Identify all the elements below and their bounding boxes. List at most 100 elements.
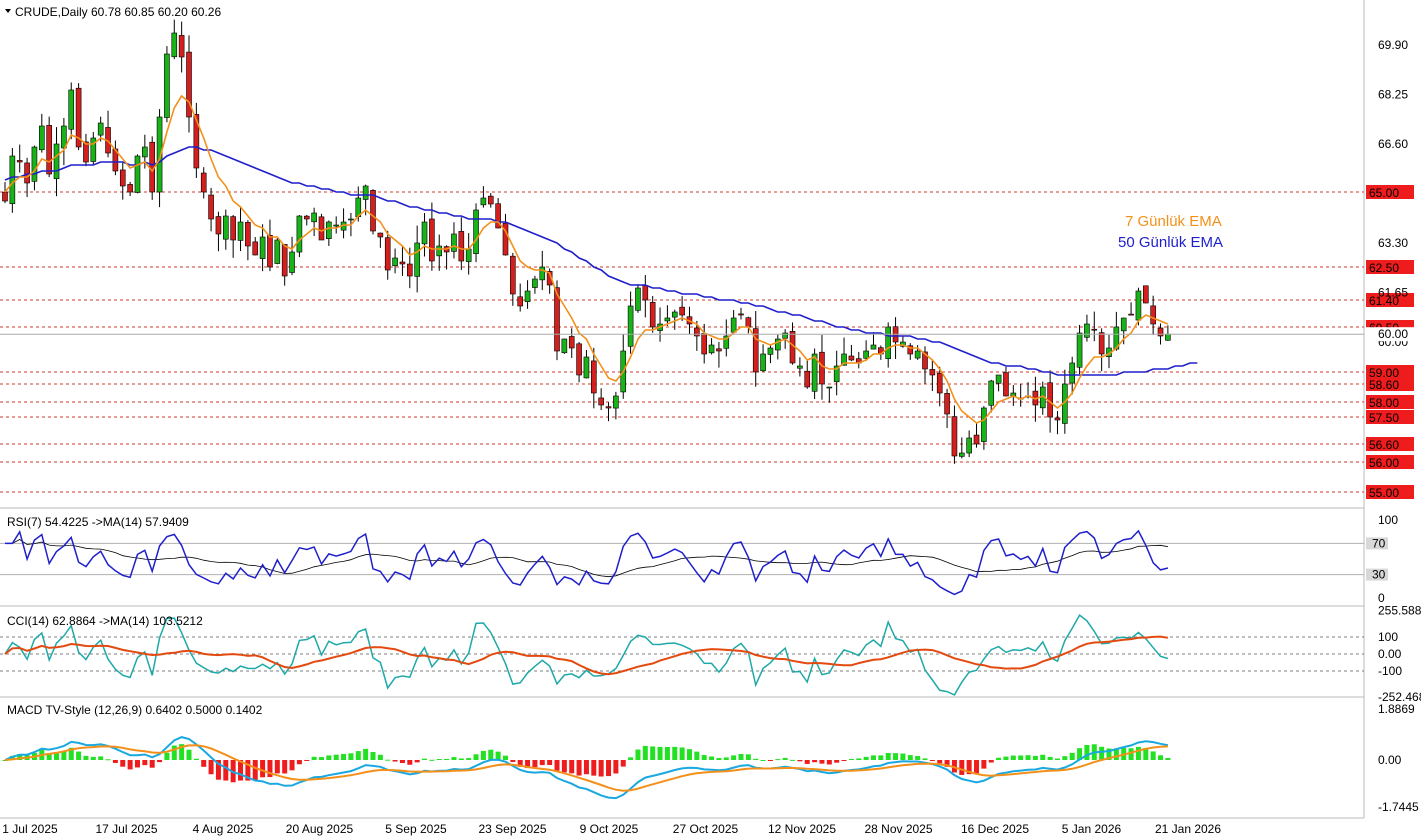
macd-hist-bar-pos — [318, 757, 324, 760]
bear-candle — [193, 114, 200, 169]
bull-candle — [966, 437, 972, 454]
bear-candle — [694, 327, 700, 337]
macd-hist-bar-pos — [650, 746, 656, 760]
time-tick-label: 5 Sep 2025 — [385, 822, 447, 836]
bull-candle — [532, 278, 538, 288]
macd-hist-bar-neg — [834, 760, 840, 763]
level-label-bg — [1366, 485, 1414, 499]
macd-hist-bar-neg — [134, 760, 140, 768]
macd-hist-bar-pos — [1165, 757, 1171, 760]
macd-hist-bar-pos — [458, 758, 464, 760]
macd-hist-bar-pos — [193, 758, 199, 760]
macd-hist-bar-pos — [54, 752, 60, 760]
macd-hist-bar-pos — [863, 756, 869, 760]
price-axis: 65.0062.5061.4060.5059.0058.6058.0057.50… — [1366, 38, 1414, 500]
bear-candle — [502, 222, 509, 256]
bear-candle — [186, 51, 192, 118]
macd-hist-bar-neg — [289, 760, 295, 771]
bull-candle — [90, 137, 97, 162]
bull-candle — [708, 344, 715, 354]
bull-candle — [664, 317, 671, 322]
bull-candle — [473, 209, 479, 255]
level-label-bg — [1366, 293, 1414, 307]
rsi-tick-label: 70 — [1372, 536, 1386, 550]
macd-hist-bar-pos — [657, 746, 663, 760]
bull-candle — [885, 326, 892, 359]
bear-candle — [1091, 328, 1098, 331]
rsi-level-label-bg — [1366, 537, 1388, 550]
macd-hist-bar-neg — [238, 760, 244, 781]
level-label: 65.00 — [1369, 186, 1399, 200]
macd-hist-bar-neg — [981, 760, 987, 769]
macd-hist-bar-pos — [355, 751, 361, 760]
bear-candle — [1003, 372, 1009, 397]
collapse-triangle-icon[interactable] — [5, 9, 11, 13]
macd-hist-bar-pos — [341, 753, 347, 760]
macd-hist-bar-pos — [701, 755, 707, 760]
bear-candle — [1143, 285, 1149, 304]
macd-hist-bar-neg — [539, 760, 545, 766]
bull-candle — [31, 146, 38, 182]
macd-panel[interactable]: 1.8869 0.00 -1.7445 — [2, 702, 1420, 814]
macd-hist-bar-pos — [1054, 758, 1060, 760]
rsi-tick-label: 0 — [1378, 591, 1385, 605]
symbol-header: CRUDE,Daily 60.78 60.85 60.20 60.26 — [15, 5, 221, 19]
macd-hist-bar-neg — [819, 760, 825, 764]
bull-candle — [348, 218, 354, 221]
candlestick-series[interactable] — [2, 19, 1171, 464]
bull-candle — [870, 344, 877, 350]
bull-candle — [237, 221, 244, 241]
macd-hist-bar-pos — [444, 758, 450, 760]
macd-hist-bar-pos — [642, 745, 648, 760]
macd-hist-bar-pos — [76, 751, 82, 760]
bull-candle — [797, 365, 803, 369]
macd-hist-bar-pos — [922, 758, 928, 760]
macd-hist-bar-pos — [480, 750, 486, 760]
macd-hist-bar-pos — [1113, 748, 1119, 760]
macd-hist-bar-neg — [591, 760, 597, 776]
macd-hist-bar-neg — [112, 760, 118, 763]
macd-hist-bar-pos — [723, 757, 729, 760]
rsi-panel[interactable]: 100 70 30 0 — [0, 513, 1398, 605]
bull-candle — [774, 338, 781, 351]
macd-hist-bar-pos — [664, 746, 670, 760]
macd-hist-bar-pos — [1135, 746, 1141, 760]
macd-hist-bar-pos — [1158, 755, 1164, 760]
macd-hist-bar-neg — [157, 760, 163, 763]
time-tick-label: 12 Nov 2025 — [768, 822, 836, 836]
ema7-line — [4, 94, 1169, 424]
bear-candle — [303, 215, 310, 220]
bull-candle — [1069, 362, 1075, 384]
bull-candle — [171, 32, 178, 58]
macd-hist-bar-neg — [620, 760, 626, 767]
bear-candle — [458, 231, 465, 262]
bear-candle — [745, 317, 752, 328]
macd-title: MACD TV-Style (12,26,9) 0.6402 0.5000 0.… — [7, 703, 263, 717]
macd-hist-bar-pos — [790, 759, 796, 761]
macd-hist-bar-pos — [385, 759, 391, 761]
macd-hist-bar-neg — [554, 760, 560, 771]
macd-hist-bar-pos — [628, 757, 634, 760]
bull-candle — [223, 215, 229, 240]
macd-hist-bar-neg — [966, 760, 972, 775]
cci-title: CCI(14) 62.8864 ->MA(14) 103.5212 — [7, 614, 203, 628]
macd-hist-bar-pos — [473, 754, 479, 760]
cci-panel[interactable]: 255.588 100 0.00 -100 -252.468 — [0, 604, 1421, 704]
bull-candle — [1120, 317, 1127, 332]
bear-candle — [517, 296, 524, 307]
macd-hist-bar-neg — [613, 760, 619, 774]
macd-hist-bar-pos — [1084, 744, 1090, 760]
macd-hist-bar-pos — [98, 756, 104, 760]
macd-hist-bar-pos — [885, 753, 891, 760]
time-tick-label: 4 Aug 2025 — [193, 822, 254, 836]
bear-candle — [230, 216, 236, 241]
macd-hist-bar-neg — [944, 760, 950, 767]
macd-hist-bar-pos — [1143, 748, 1149, 760]
macd-hist-bar-neg — [414, 760, 420, 763]
macd-hist-bar-neg — [929, 760, 935, 761]
bull-candle — [760, 353, 766, 372]
macd-hist-bar-neg — [149, 760, 155, 768]
macd-hist-bar-neg — [569, 760, 575, 774]
bull-candle — [1113, 326, 1120, 350]
